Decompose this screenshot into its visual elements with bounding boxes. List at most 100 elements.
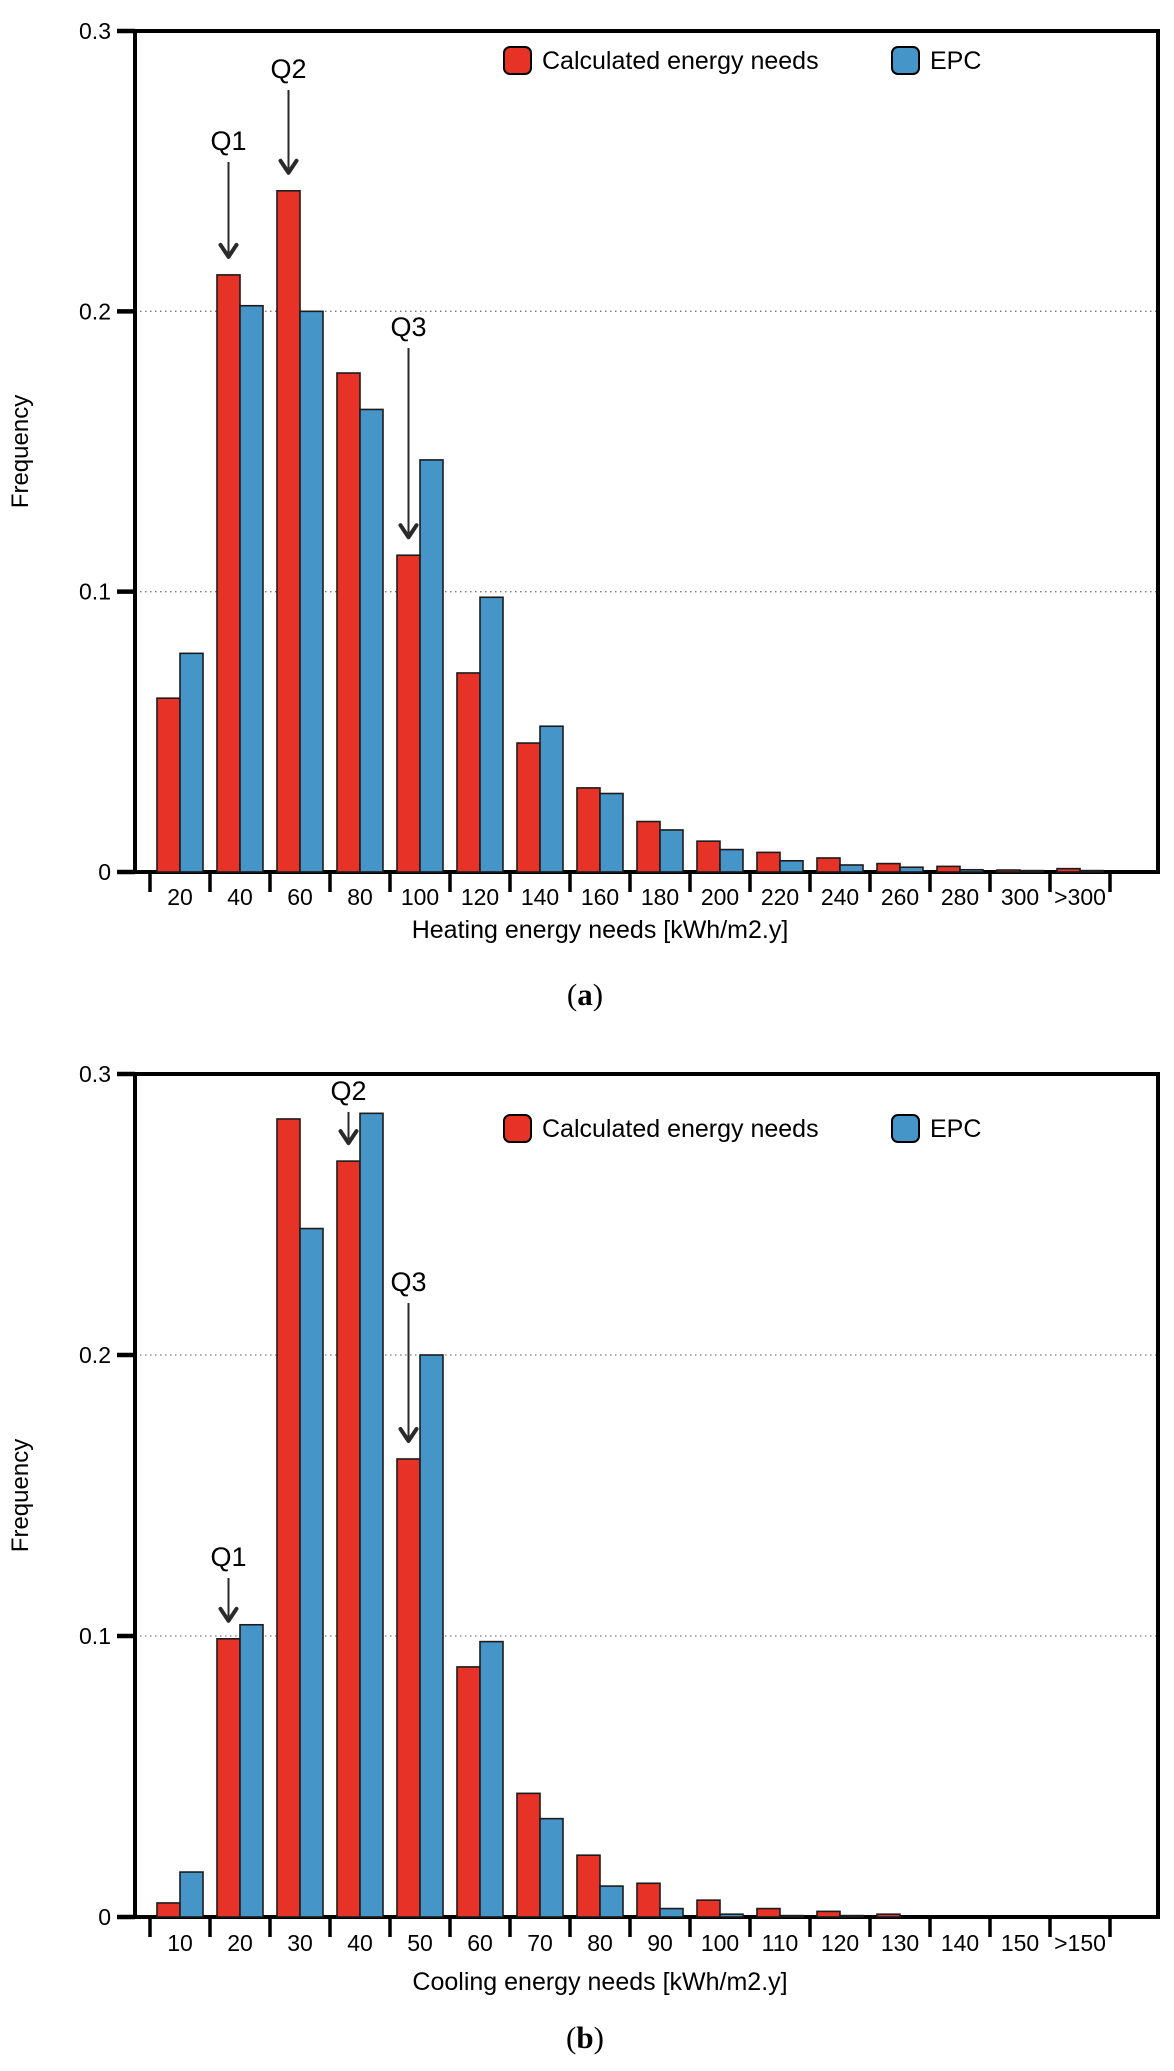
y-tick-label: 0.3 (79, 1061, 111, 1087)
y-tick-label: 0 (98, 859, 111, 885)
bar-epc-60 (299, 310, 324, 873)
bar-calculated-220 (756, 851, 781, 873)
x-tick-label: 160 (581, 884, 619, 910)
subfigure-caption: (a) (567, 977, 603, 1012)
bar-epc-20 (179, 652, 204, 873)
annotation-arrowhead (218, 1606, 239, 1623)
heating-histogram-chart: 20 40 60 80 100 120 140 160 180 200 220 240 260 280 30… (7, 18, 1160, 1012)
x-tick-label: 130 (881, 1930, 919, 1956)
bar-calculated-120 (816, 1910, 841, 1918)
bar-epc-40 (239, 304, 264, 873)
x-tick-label: >150 (1054, 1930, 1106, 1956)
bar-calculated-50 (396, 1458, 421, 1918)
annotation-arrowhead (218, 242, 239, 259)
annotation-arrowhead (398, 523, 419, 540)
x-tick-label: >300 (1054, 884, 1106, 910)
x-tick-label: 260 (881, 884, 919, 910)
y-tick-label: 0.2 (79, 1342, 111, 1368)
x-tick-label: 100 (701, 1930, 739, 1956)
bar-calculated-200 (696, 840, 721, 873)
x-tick-label: 30 (287, 1930, 313, 1956)
bar-calculated-260 (876, 862, 901, 873)
bar-calculated-80 (576, 1854, 601, 1918)
legend-swatch-epc (891, 46, 920, 75)
x-tick-label: 100 (401, 884, 439, 910)
bar-epc-120 (479, 596, 504, 873)
x-tick-label: 70 (527, 1930, 553, 1956)
bar-epc-260 (899, 866, 924, 873)
x-tick-label: 280 (941, 884, 979, 910)
bar-epc-160 (599, 792, 624, 873)
bar-epc-120 (839, 1914, 864, 1918)
x-tick-label: 60 (287, 884, 313, 910)
x-tick-label: 40 (347, 1930, 373, 1956)
annotation-arrowhead (338, 1129, 359, 1146)
legend-swatch-epc (891, 1114, 920, 1143)
subfigure-caption: (b) (566, 2020, 604, 2055)
x-tick-label: 120 (461, 884, 499, 910)
x-tick-label: 90 (647, 1930, 673, 1956)
y-tick-label: 0.2 (79, 298, 111, 324)
bar-epc-50 (419, 1354, 444, 1918)
bar-epc-60 (479, 1640, 504, 1918)
bar-epc-180 (659, 829, 684, 873)
legend-label-epc: EPC (930, 1115, 981, 1143)
x-tick-label: 80 (347, 884, 373, 910)
bar-epc-40 (359, 1112, 384, 1918)
legend-label-epc: EPC (930, 47, 981, 75)
bar-calculated-30 (276, 1118, 301, 1918)
x-tick-label: 80 (587, 1930, 613, 1956)
y-tick-label: 0 (98, 1904, 111, 1930)
bar-epc-140 (539, 725, 564, 873)
bar-calculated-60 (276, 189, 301, 873)
x-tick-label: 40 (227, 884, 253, 910)
bar-calculated-160 (576, 787, 601, 873)
bar-epc-20 (239, 1623, 264, 1918)
bar-epc-110 (779, 1914, 804, 1918)
x-tick-label: 10 (167, 1930, 193, 1956)
bar-epc-30 (299, 1227, 324, 1918)
x-tick-label: 220 (761, 884, 799, 910)
x-tick-label: 20 (167, 884, 193, 910)
y-axis-title: Frequency (7, 1439, 34, 1552)
bar-epc-80 (599, 1885, 624, 1918)
annotation-label-Q2: Q2 (270, 54, 306, 84)
annotation-arrowhead (278, 158, 299, 175)
x-tick-label: 150 (1001, 1930, 1039, 1956)
bar-calculated-90 (636, 1882, 661, 1918)
bar-calculated-60 (456, 1666, 481, 1918)
annotation-label-Q1: Q1 (210, 1542, 246, 1572)
y-tick-label: 0.3 (79, 18, 111, 44)
annotation-label-Q3: Q3 (390, 312, 426, 342)
bar-calculated-120 (456, 672, 481, 873)
bar-calculated-10 (156, 1902, 181, 1918)
bar-epc-90 (659, 1907, 684, 1918)
bar-calculated-100 (696, 1899, 721, 1918)
bar-calculated-280 (936, 865, 961, 873)
bar-epc->300 (1079, 869, 1104, 873)
bar-epc-100 (719, 1913, 744, 1918)
legend-swatch-calculated (503, 1114, 532, 1143)
bar-calculated-40 (336, 1160, 361, 1918)
annotation-label-Q3: Q3 (390, 1267, 426, 1297)
x-tick-label: 110 (762, 1930, 799, 1956)
x-axis-title: Heating energy needs [kWh/m2.y] (412, 916, 789, 944)
y-tick-label: 0.1 (79, 1623, 111, 1649)
bar-epc-200 (719, 848, 744, 873)
bar-calculated->300 (1056, 867, 1081, 873)
bar-calculated-20 (216, 1638, 241, 1918)
bar-calculated-110 (756, 1907, 781, 1918)
bar-calculated-130 (876, 1913, 901, 1918)
annotation-label-Q2: Q2 (330, 1076, 366, 1106)
bar-epc-10 (179, 1871, 204, 1918)
x-tick-label: 140 (941, 1930, 979, 1956)
x-tick-label: 180 (641, 884, 679, 910)
bar-calculated-140 (516, 742, 541, 873)
legend-swatch-calculated (503, 46, 532, 75)
y-tick-label: 0.1 (79, 579, 111, 605)
bar-epc-240 (839, 864, 864, 873)
bar-epc-70 (539, 1817, 564, 1918)
x-tick-label: 200 (701, 884, 739, 910)
y-axis-title: Frequency (7, 395, 34, 508)
